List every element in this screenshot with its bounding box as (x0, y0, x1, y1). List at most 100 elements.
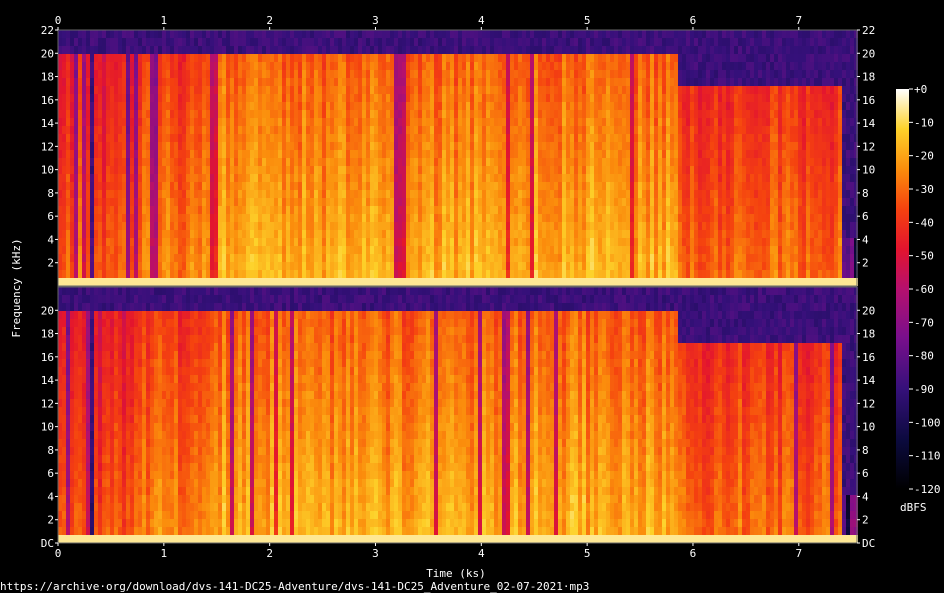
spectrogram-cell (170, 206, 174, 214)
spectrogram-cell (646, 158, 650, 166)
spectrogram-cell (226, 262, 230, 270)
spectrogram-cell (658, 102, 662, 110)
spectrogram-cell (402, 278, 406, 286)
spectrogram-cell (658, 126, 662, 134)
spectrogram-cell (526, 182, 530, 190)
spectrogram-cell (478, 142, 482, 150)
spectrogram-cell (82, 278, 86, 286)
spectrogram-cell (294, 182, 298, 190)
spectrogram-cell (434, 198, 438, 206)
spectrogram-cell (62, 254, 66, 262)
spectrogram-cell (234, 278, 238, 286)
spectrogram-cell (610, 62, 614, 70)
spectrogram-cell (570, 118, 574, 126)
spectrogram-cell (158, 254, 162, 262)
spectrogram-cell (66, 190, 70, 198)
spectrogram-cell (86, 238, 90, 246)
spectrogram-cell (634, 174, 638, 182)
spectrogram-cell (230, 254, 234, 262)
spectrogram-cell (546, 270, 550, 278)
spectrogram-cell (306, 190, 310, 198)
spectrogram-cell (358, 278, 362, 286)
spectrogram-cell (662, 38, 666, 46)
spectrogram-cell (666, 254, 670, 262)
spectrogram-cell (638, 38, 642, 46)
spectrogram-cell (286, 158, 290, 166)
spectrogram-cell (134, 206, 138, 214)
spectrogram-cell (446, 46, 450, 54)
spectrogram-cell (182, 110, 186, 118)
spectrogram-cell (470, 54, 474, 62)
spectrogram-cell (146, 190, 150, 198)
spectrogram-cell (318, 198, 322, 206)
spectrogram-cell (94, 126, 98, 134)
spectrogram-cell (410, 246, 414, 254)
spectrogram-cell (138, 134, 142, 142)
spectrogram-cell (662, 214, 666, 222)
spectrogram-cell (298, 246, 302, 254)
spectrogram-cell (90, 118, 94, 126)
spectrogram-cell (238, 230, 242, 238)
spectrogram-cell (338, 46, 342, 54)
spectrogram-cell (570, 62, 574, 70)
spectrogram-cell (502, 158, 506, 166)
spectrogram-cell (402, 46, 406, 54)
spectrogram-cell (406, 158, 410, 166)
spectrogram-cell (186, 262, 190, 270)
spectrogram-cell (154, 166, 158, 174)
spectrogram-cell (402, 166, 406, 174)
spectrogram-cell (134, 222, 138, 230)
spectrogram-cell (590, 230, 594, 238)
spectrogram-cell (530, 62, 534, 70)
spectrogram-cell (94, 110, 98, 118)
spectrogram-cell (558, 238, 562, 246)
spectrogram-cell (170, 278, 174, 286)
spectrogram-cell (546, 238, 550, 246)
spectrogram-cell (606, 102, 610, 110)
spectrogram-cell (426, 78, 430, 86)
spectrogram-cell (98, 46, 102, 54)
spectrogram-cell (334, 278, 338, 286)
spectrogram-cell (602, 238, 606, 246)
spectrogram-cell (226, 254, 230, 262)
spectrogram-cell (106, 238, 110, 246)
spectrogram-cell (458, 262, 462, 270)
spectrogram-cell (614, 86, 618, 94)
spectrogram-cell (234, 142, 238, 150)
spectrogram-cell (518, 46, 522, 54)
spectrogram-cell (606, 222, 610, 230)
spectrogram-cell (534, 110, 538, 118)
spectrogram-cell (246, 38, 250, 46)
spectrogram-cell (486, 262, 490, 270)
spectrogram-cell (262, 230, 266, 238)
spectrogram-cell (542, 118, 546, 126)
spectrogram-cell (562, 38, 566, 46)
spectrogram-cell (406, 78, 410, 86)
spectrogram-cell (498, 262, 502, 270)
spectrogram-cell (458, 238, 462, 246)
spectrogram-cell (98, 94, 102, 102)
spectrogram-cell (126, 62, 130, 70)
spectrogram-cell (294, 102, 298, 110)
spectrogram-cell (554, 190, 558, 198)
spectrogram-cell (134, 174, 138, 182)
spectrogram-cell (382, 150, 386, 158)
spectrogram-cell (318, 246, 322, 254)
spectrogram-cell (346, 198, 350, 206)
spectrogram-cell (418, 134, 422, 142)
spectrogram-cell (446, 158, 450, 166)
spectrogram-cell (450, 174, 454, 182)
spectrogram-cell (150, 206, 154, 214)
spectrogram-cell (366, 278, 370, 286)
spectrogram-cell (494, 166, 498, 174)
spectrogram-cell (186, 238, 190, 246)
spectrogram-cell (382, 254, 386, 262)
spectrogram-cell (102, 230, 106, 238)
spectrogram-cell (498, 270, 502, 278)
spectrogram-cell (538, 46, 542, 54)
spectrogram-cell (322, 262, 326, 270)
spectrogram-cell (462, 54, 466, 62)
spectrogram-cell (210, 182, 214, 190)
spectrogram-cell (582, 46, 586, 54)
spectrogram-cell (238, 86, 242, 94)
